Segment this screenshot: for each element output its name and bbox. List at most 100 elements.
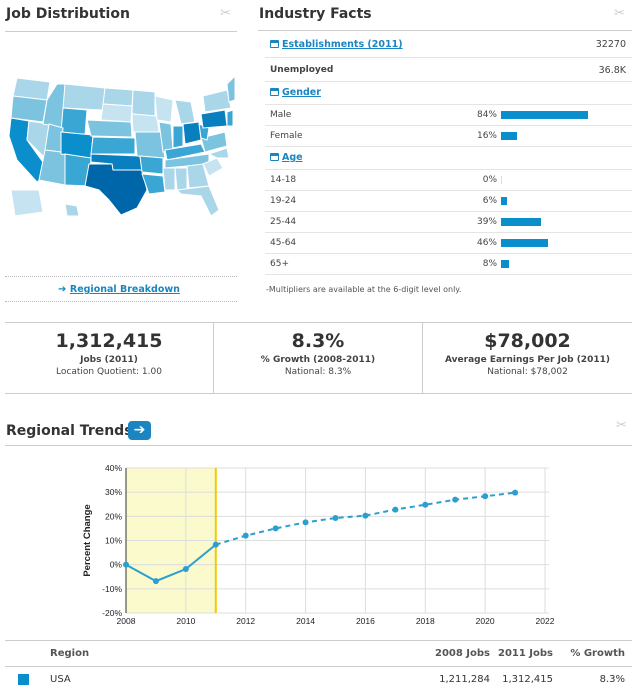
regional-trends-title: Regional Trends (6, 423, 133, 439)
calendar-icon (270, 40, 279, 48)
trend-chart: 40% 30% 20% 10% 0% -10% -20%2008 2010 2012 2014 20… (82, 463, 555, 626)
divider (5, 445, 632, 446)
x-tick-label: 2010 (176, 616, 195, 626)
state-or (10, 95, 48, 123)
age-row: 14-18 0% (265, 170, 632, 191)
scissors-icon[interactable]: ✂ (220, 6, 231, 21)
divider (5, 31, 237, 32)
gender-header: Gender (265, 82, 632, 105)
establishments-value: 32270 (595, 39, 626, 50)
establishments-label[interactable]: Establishments (2011) (282, 39, 403, 50)
data-point (452, 496, 459, 503)
state-sc (202, 157, 224, 177)
age-label: 65+ (270, 259, 289, 269)
age-label: 45-64 (270, 238, 297, 248)
divider (5, 276, 237, 277)
state-ny (202, 89, 232, 113)
actual-line (125, 543, 217, 583)
arrow-right-icon[interactable]: ➔ (128, 421, 151, 440)
header-2011-jobs: 2011 Jobs (497, 648, 553, 659)
job-distribution-title: Job Distribution (6, 6, 130, 22)
divider (422, 322, 423, 393)
age-label: 25-44 (270, 217, 297, 227)
calendar-icon (270, 153, 279, 161)
data-point (152, 578, 159, 585)
x-tick-label: 2014 (296, 616, 315, 626)
scissors-icon[interactable]: ✂ (614, 6, 625, 21)
divider (5, 666, 632, 667)
stat-value: $78,002 (484, 330, 571, 352)
gender-label[interactable]: Gender (282, 87, 321, 98)
y-tick-label: -20% (102, 608, 122, 618)
regional-breakdown-link[interactable]: ➔ Regional Breakdown (58, 284, 180, 295)
state-ne-states (226, 75, 235, 103)
cell-growth: 8.3% (599, 674, 625, 685)
state-mt (62, 83, 106, 111)
stat-value: 8.3% (291, 330, 345, 352)
age-row: 65+ 8% (265, 254, 632, 275)
gender-link[interactable]: Gender (270, 87, 321, 98)
age-bar (501, 218, 542, 226)
state-ar (139, 155, 164, 175)
x-tick-label: 2022 (536, 616, 555, 626)
age-label: 14-18 (270, 175, 297, 185)
gender-bar (501, 111, 588, 119)
age-percent: 46% (476, 238, 497, 248)
state-oh (182, 121, 202, 145)
unemployed-label: Unemployed (270, 65, 334, 75)
gender-row: Female 16% (265, 126, 632, 147)
state-fl (175, 185, 220, 217)
stat-note: National: 8.3% (284, 367, 352, 377)
age-bar (501, 239, 549, 247)
cell-2008-jobs: 1,211,284 (439, 674, 490, 685)
divider (5, 393, 632, 394)
data-point (182, 566, 189, 573)
divider (213, 322, 214, 393)
age-label[interactable]: Age (282, 152, 303, 163)
age-percent: 8% (482, 259, 497, 269)
state-ak (10, 189, 44, 217)
regional-breakdown-label[interactable]: Regional Breakdown (69, 284, 180, 295)
state-la (141, 173, 166, 195)
stat-value: 1,312,415 (55, 330, 163, 352)
age-link[interactable]: Age (270, 152, 303, 163)
age-percent: 0% (482, 175, 497, 185)
stat-jobs: 1,312,415 Jobs (2011) Location Quotient:… (5, 322, 213, 393)
y-tick-label: 40% (105, 463, 122, 473)
age-percent: 6% (482, 196, 497, 206)
gender-percent: 84% (476, 110, 497, 120)
series-swatch (18, 674, 29, 685)
data-point (332, 515, 339, 522)
establishments-link[interactable]: Establishments (2011) (270, 39, 403, 50)
x-tick-label: 2012 (236, 616, 255, 626)
state-sd (100, 103, 133, 123)
state-ia (131, 113, 160, 133)
state-nd (102, 87, 134, 107)
establishments-row: Establishments (2011) 32270 (265, 34, 632, 58)
data-point (212, 541, 219, 548)
age-label: 19-24 (270, 196, 297, 206)
state-ms (162, 167, 176, 191)
header-growth: % Growth (570, 648, 625, 659)
scissors-icon[interactable]: ✂ (616, 418, 627, 433)
data-point (362, 512, 369, 519)
industry-facts-title: Industry Facts (259, 6, 372, 22)
stat-earnings: $78,002 Average Earnings Per Job (2011) … (423, 322, 632, 393)
header-region: Region (50, 648, 90, 659)
divider (5, 301, 237, 302)
state-tx (84, 163, 148, 216)
state-mn (131, 89, 156, 117)
y-tick-label: 10% (105, 536, 122, 546)
gender-percent: 16% (476, 131, 497, 141)
age-bar (501, 197, 508, 205)
data-point (392, 506, 399, 513)
state-pa (200, 109, 228, 129)
age-percent: 39% (476, 217, 497, 227)
y-tick-label: 0% (110, 560, 123, 570)
gender-label: Male (270, 110, 292, 120)
age-row: 45-64 46% (265, 233, 632, 254)
unemployed-row: Unemployed 36.8K (265, 58, 632, 82)
us-map[interactable] (5, 40, 235, 220)
cell-region: USA (50, 674, 71, 685)
state-mi (174, 99, 196, 125)
